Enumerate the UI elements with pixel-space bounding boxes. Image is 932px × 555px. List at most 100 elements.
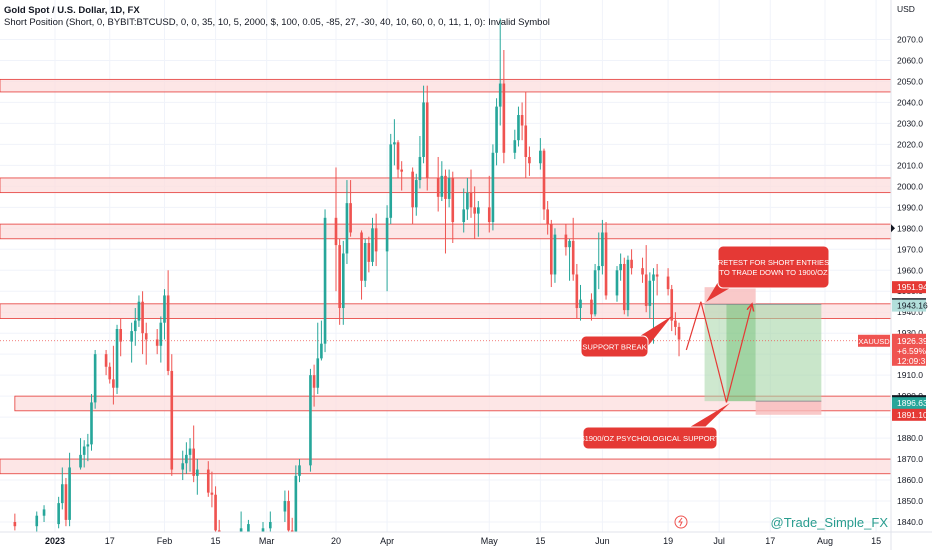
symbol-tag-text: XAUUSD xyxy=(858,337,890,346)
candle xyxy=(414,173,418,216)
candle xyxy=(86,433,90,462)
candle-body xyxy=(82,446,86,455)
candle xyxy=(133,308,137,346)
axis-marker-icon xyxy=(891,224,895,233)
y-tick-label: 1840.0 xyxy=(897,517,923,527)
candle xyxy=(360,230,363,300)
projection-arrow xyxy=(700,301,728,403)
y-tick-label: 1990.0 xyxy=(897,202,923,212)
candle xyxy=(466,177,469,220)
candle-body xyxy=(385,217,389,252)
price-label: 1896.63 xyxy=(892,397,928,410)
author-watermark: @Trade_Simple_FX xyxy=(770,515,888,530)
x-tick-label: 15 xyxy=(211,536,221,546)
x-tick-label: May xyxy=(481,536,499,546)
candle-body xyxy=(436,177,440,197)
candle xyxy=(338,238,341,325)
candle-body xyxy=(57,503,60,525)
candle-body xyxy=(477,207,480,214)
candle xyxy=(487,175,491,233)
price-label-text: 1896.63 xyxy=(897,398,928,408)
candle-body xyxy=(440,175,444,197)
candle xyxy=(192,425,195,483)
candle-body xyxy=(64,484,68,520)
candle xyxy=(166,270,170,376)
candle xyxy=(422,85,425,164)
candle xyxy=(268,511,272,532)
candle-body xyxy=(652,274,655,281)
candle-body xyxy=(298,465,301,476)
last-price-bg xyxy=(892,333,926,366)
y-tick-label: 1910.0 xyxy=(897,370,923,380)
candle-body xyxy=(644,274,648,306)
candle-body xyxy=(568,240,571,248)
candle-body xyxy=(338,245,341,309)
candle-body xyxy=(93,354,97,403)
candle-body xyxy=(524,125,528,157)
price-label: 1951.94 xyxy=(892,281,928,294)
candle xyxy=(517,106,520,147)
x-tick-label: Aug xyxy=(817,536,833,546)
price-label-text: 1891.10 xyxy=(897,410,928,420)
candle xyxy=(601,219,604,275)
candle-body xyxy=(619,263,622,271)
y-tick-label: 1940.0 xyxy=(897,307,923,317)
price-label-bg xyxy=(892,397,926,410)
x-tick-label: Feb xyxy=(157,536,173,546)
candle-body xyxy=(641,268,644,275)
price-label: 1943.16 xyxy=(892,299,928,312)
candle xyxy=(334,167,338,292)
candle-body xyxy=(133,320,137,332)
candle xyxy=(593,263,597,317)
candle xyxy=(473,186,476,239)
candle-body xyxy=(411,171,414,208)
zone-box xyxy=(0,458,891,475)
candle-body xyxy=(367,242,371,262)
candle xyxy=(626,255,630,317)
candle xyxy=(181,450,185,481)
candle xyxy=(323,209,327,353)
y-tick-label: 1980.0 xyxy=(897,223,923,233)
candle xyxy=(575,263,579,319)
candle xyxy=(615,266,619,302)
y-tick-label: 2060.0 xyxy=(897,55,923,65)
candle xyxy=(411,167,414,225)
candle xyxy=(144,322,148,365)
candle xyxy=(666,268,670,296)
candle-body xyxy=(666,276,670,290)
candle-body xyxy=(655,274,659,277)
callout-pointer xyxy=(690,403,730,427)
candle-body xyxy=(13,522,17,527)
candle xyxy=(57,496,60,529)
candle xyxy=(188,438,192,472)
candle xyxy=(502,49,506,164)
x-tick-label: Apr xyxy=(380,536,394,546)
candle-body xyxy=(670,289,674,321)
candle xyxy=(196,459,199,495)
candle-body xyxy=(414,180,418,208)
candle-body xyxy=(112,379,115,388)
candle xyxy=(462,188,466,233)
candle-body xyxy=(79,454,82,468)
candle-body xyxy=(345,203,349,254)
y-tick-label: 1880.0 xyxy=(897,433,923,443)
candle xyxy=(217,519,221,532)
candle-body xyxy=(206,469,210,493)
candle xyxy=(261,522,265,532)
candle-body xyxy=(214,494,217,531)
candle-body xyxy=(115,329,119,388)
candle xyxy=(546,201,549,235)
candle-body xyxy=(141,301,144,334)
candle xyxy=(677,322,681,357)
y-tick-label: 2050.0 xyxy=(897,76,923,86)
candle-body xyxy=(283,501,287,512)
candle xyxy=(549,219,553,288)
candle-body xyxy=(196,469,199,476)
candle-body xyxy=(217,530,221,532)
candle xyxy=(155,329,159,355)
candle-body xyxy=(451,177,455,223)
candle xyxy=(119,318,123,357)
